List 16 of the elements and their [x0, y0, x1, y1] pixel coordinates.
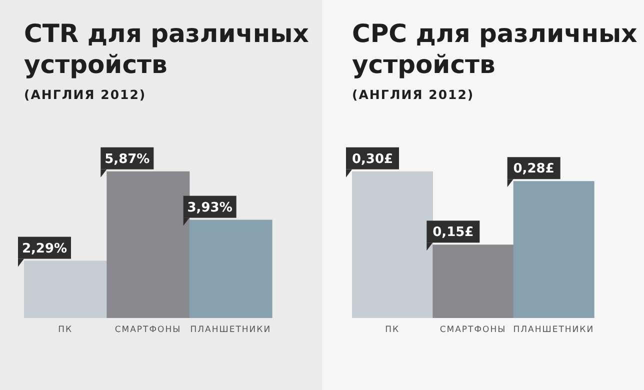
x-tick-label: ПК — [385, 325, 400, 336]
x-tick-label: ПК — [58, 325, 73, 336]
data-label: 2,29% — [22, 241, 68, 256]
data-label: 3,93% — [187, 200, 232, 216]
data-label: 0,28£ — [513, 162, 554, 177]
chart-subtitle: (АНГЛИЯ 2012) — [24, 87, 146, 102]
x-tick-label: ПЛАНШЕТНИКИ — [513, 325, 594, 336]
chart-title: CPC для различных устройств — [352, 18, 638, 80]
x-tick-label: ПЛАНШЕТНИКИ — [190, 325, 272, 336]
chart-title: CTR для различных устройств — [24, 18, 310, 80]
data-label: 0,30£ — [352, 152, 394, 167]
x-tick-label: СМАРТФОНЫ — [440, 325, 506, 336]
data-label: 5,87% — [104, 152, 150, 167]
data-label: 0,15£ — [432, 225, 474, 240]
chart-subtitle: (АНГЛИЯ 2012) — [352, 87, 474, 102]
x-tick-label: СМАРТФОНЫ — [114, 325, 182, 336]
